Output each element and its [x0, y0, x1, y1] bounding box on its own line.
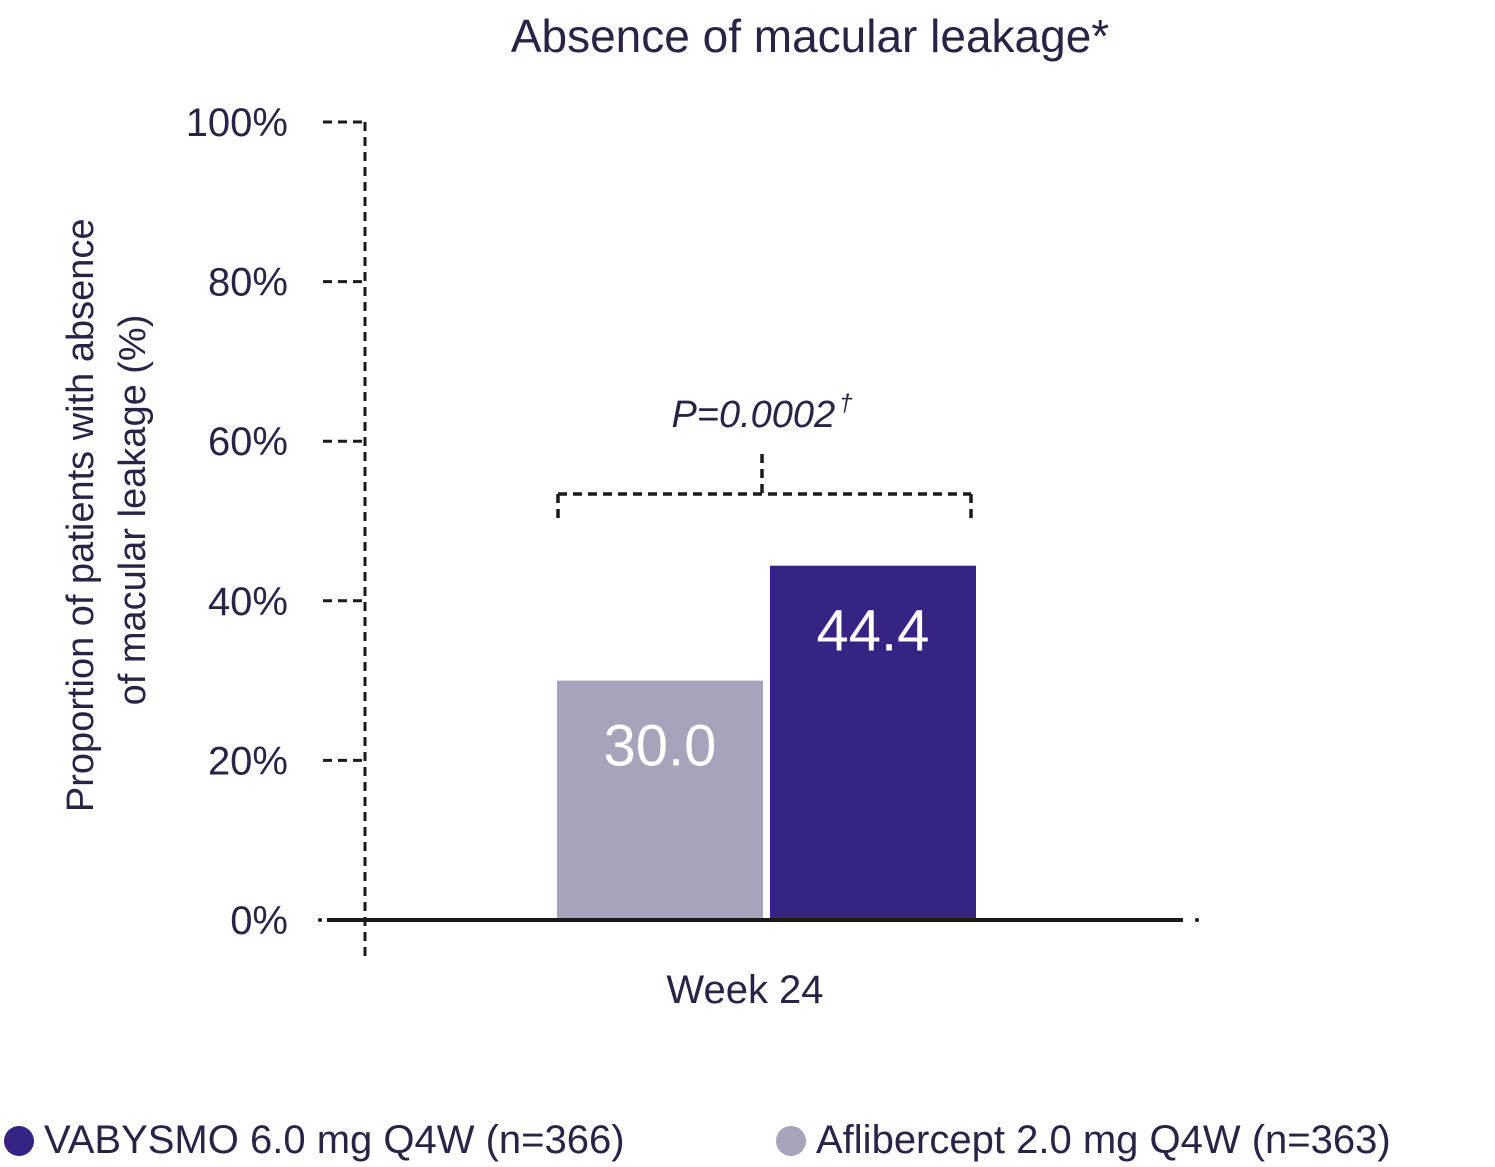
significance-bracket	[556, 454, 973, 522]
legend-swatch-aflibercept	[776, 1125, 806, 1156]
p-value-annotation: P=0.0002 †	[671, 390, 853, 436]
y-tick-label: 40%	[208, 580, 288, 624]
x-axis-start-dot	[318, 918, 322, 922]
chart-title: Absence of macular leakage*	[511, 10, 1109, 62]
y-axis-ticks: 0% 20% 40% 60% 80% 100%	[186, 101, 365, 943]
y-tick-label: 0%	[230, 899, 288, 943]
bar-vabysmo	[770, 565, 976, 920]
y-tick-label: 100%	[186, 101, 288, 145]
bar-aflibercept	[557, 680, 763, 920]
legend: VABYSMO 6.0 mg Q4W (n=366) Aflibercept 2…	[0, 1118, 1495, 1166]
y-axis-label: Proportion of patients with absence of m…	[60, 208, 154, 812]
legend-swatch-vabysmo	[4, 1125, 34, 1156]
x-category-label: Week 24	[666, 968, 823, 1012]
y-axis-label-line-2: of macular leakage (%)	[112, 315, 154, 706]
bars: 30.0 44.4	[557, 565, 976, 920]
bar-chart: Absence of macular leakage* Proportion o…	[60, 10, 1199, 1012]
y-tick-label: 60%	[208, 420, 288, 464]
legend-label-vabysmo: VABYSMO 6.0 mg Q4W (n=366)	[44, 1118, 625, 1162]
y-tick-label: 80%	[208, 261, 288, 305]
p-value-superscript: †	[839, 390, 853, 417]
p-value-text: P=0.0002	[671, 394, 835, 436]
bar-value-label: 30.0	[604, 714, 717, 779]
y-axis-label-line-1: Proportion of patients with absence	[60, 218, 102, 812]
legend-item-vabysmo: VABYSMO 6.0 mg Q4W (n=366)	[4, 1118, 625, 1163]
y-tick-label: 20%	[208, 739, 288, 783]
bar-value-label: 44.4	[817, 599, 930, 664]
legend-label-aflibercept: Aflibercept 2.0 mg Q4W (n=363)	[816, 1118, 1391, 1162]
x-axis-end-dot	[1195, 918, 1199, 922]
legend-item-aflibercept: Aflibercept 2.0 mg Q4W (n=363)	[776, 1118, 1391, 1163]
